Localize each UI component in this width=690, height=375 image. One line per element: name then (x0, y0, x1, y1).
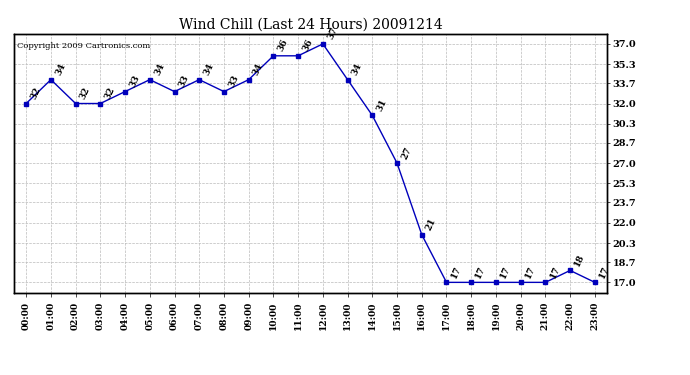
Text: 17: 17 (499, 264, 512, 280)
Text: 17: 17 (524, 264, 537, 280)
Text: 17: 17 (548, 264, 562, 280)
Text: 31: 31 (375, 97, 388, 112)
Text: 37: 37 (326, 26, 339, 41)
Text: 17: 17 (449, 264, 463, 280)
Text: 17: 17 (474, 264, 487, 280)
Text: 17: 17 (598, 264, 611, 280)
Text: Copyright 2009 Cartronics.com: Copyright 2009 Cartronics.com (17, 42, 150, 50)
Text: 33: 33 (128, 74, 141, 89)
Text: 36: 36 (301, 38, 315, 53)
Text: 34: 34 (251, 62, 265, 77)
Text: 21: 21 (424, 217, 438, 232)
Text: 34: 34 (54, 62, 67, 77)
Text: 36: 36 (276, 38, 290, 53)
Text: 34: 34 (202, 62, 215, 77)
Text: 27: 27 (400, 145, 413, 160)
Text: 32: 32 (29, 86, 42, 101)
Text: 33: 33 (227, 74, 240, 89)
Text: 33: 33 (177, 74, 191, 89)
Text: 34: 34 (351, 62, 364, 77)
Text: 18: 18 (573, 252, 586, 268)
Text: 32: 32 (79, 86, 92, 101)
Text: 34: 34 (152, 62, 166, 77)
Text: 32: 32 (103, 86, 117, 101)
Title: Wind Chill (Last 24 Hours) 20091214: Wind Chill (Last 24 Hours) 20091214 (179, 17, 442, 31)
